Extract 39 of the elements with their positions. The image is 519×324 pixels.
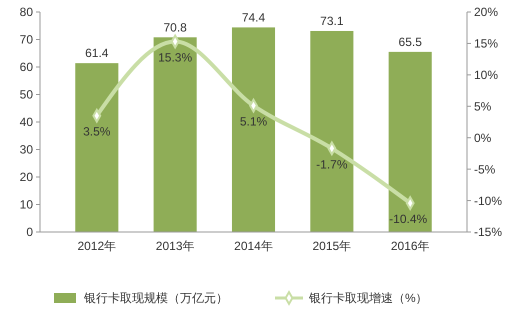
- y2-tick-label: 15%: [474, 36, 498, 51]
- y2-tick-label: -15%: [474, 225, 502, 240]
- x-tick-label: 2016年: [390, 239, 430, 253]
- x-tick-label: 2014年: [234, 239, 273, 253]
- data-label: 5.1%: [240, 114, 268, 129]
- y2-tick-label: -5%: [474, 162, 496, 176]
- legend-label: 银行卡取现规模（万亿元）: [83, 291, 228, 306]
- x-tick-label: 2013年: [156, 239, 195, 253]
- y2-tick-label: 20%: [474, 5, 498, 20]
- data-label: 15.3%: [158, 50, 192, 65]
- y-tick-label: 80: [20, 5, 34, 20]
- y-tick-label: 50: [20, 88, 34, 102]
- bar: [310, 30, 354, 232]
- y2-tick-label: 10%: [474, 68, 498, 82]
- bar: [232, 27, 276, 232]
- y-tick-label: 60: [20, 60, 34, 74]
- data-label: 65.5: [398, 34, 422, 49]
- data-label: 74.4: [242, 10, 266, 24]
- data-label: -10.4%: [389, 212, 428, 226]
- y-tick-label: 20: [20, 170, 34, 184]
- data-label: -1.7%: [316, 157, 348, 172]
- bar: [154, 37, 197, 232]
- data-label: 3.5%: [83, 124, 111, 139]
- data-label: 70.8: [163, 20, 188, 34]
- y2-tick-label: -10%: [474, 194, 502, 208]
- y-tick-label: 70: [20, 32, 34, 47]
- y2-tick-label: 5%: [474, 99, 492, 114]
- y-tick-label: 40: [20, 115, 34, 130]
- data-label: 61.4: [85, 46, 109, 60]
- bar: [75, 63, 118, 232]
- data-label: 73.1: [320, 14, 344, 28]
- y-tick-label: 10: [20, 198, 34, 212]
- x-tick-label: 2012年: [77, 239, 116, 253]
- y-tick-label: 30: [20, 142, 34, 157]
- y2-tick-label: 0%: [474, 130, 492, 145]
- bar: [388, 52, 432, 232]
- legend-label: 银行卡取现增速（%）: [308, 291, 428, 306]
- x-tick-label: 2015年: [312, 239, 352, 253]
- y-tick-label: 0: [26, 225, 34, 240]
